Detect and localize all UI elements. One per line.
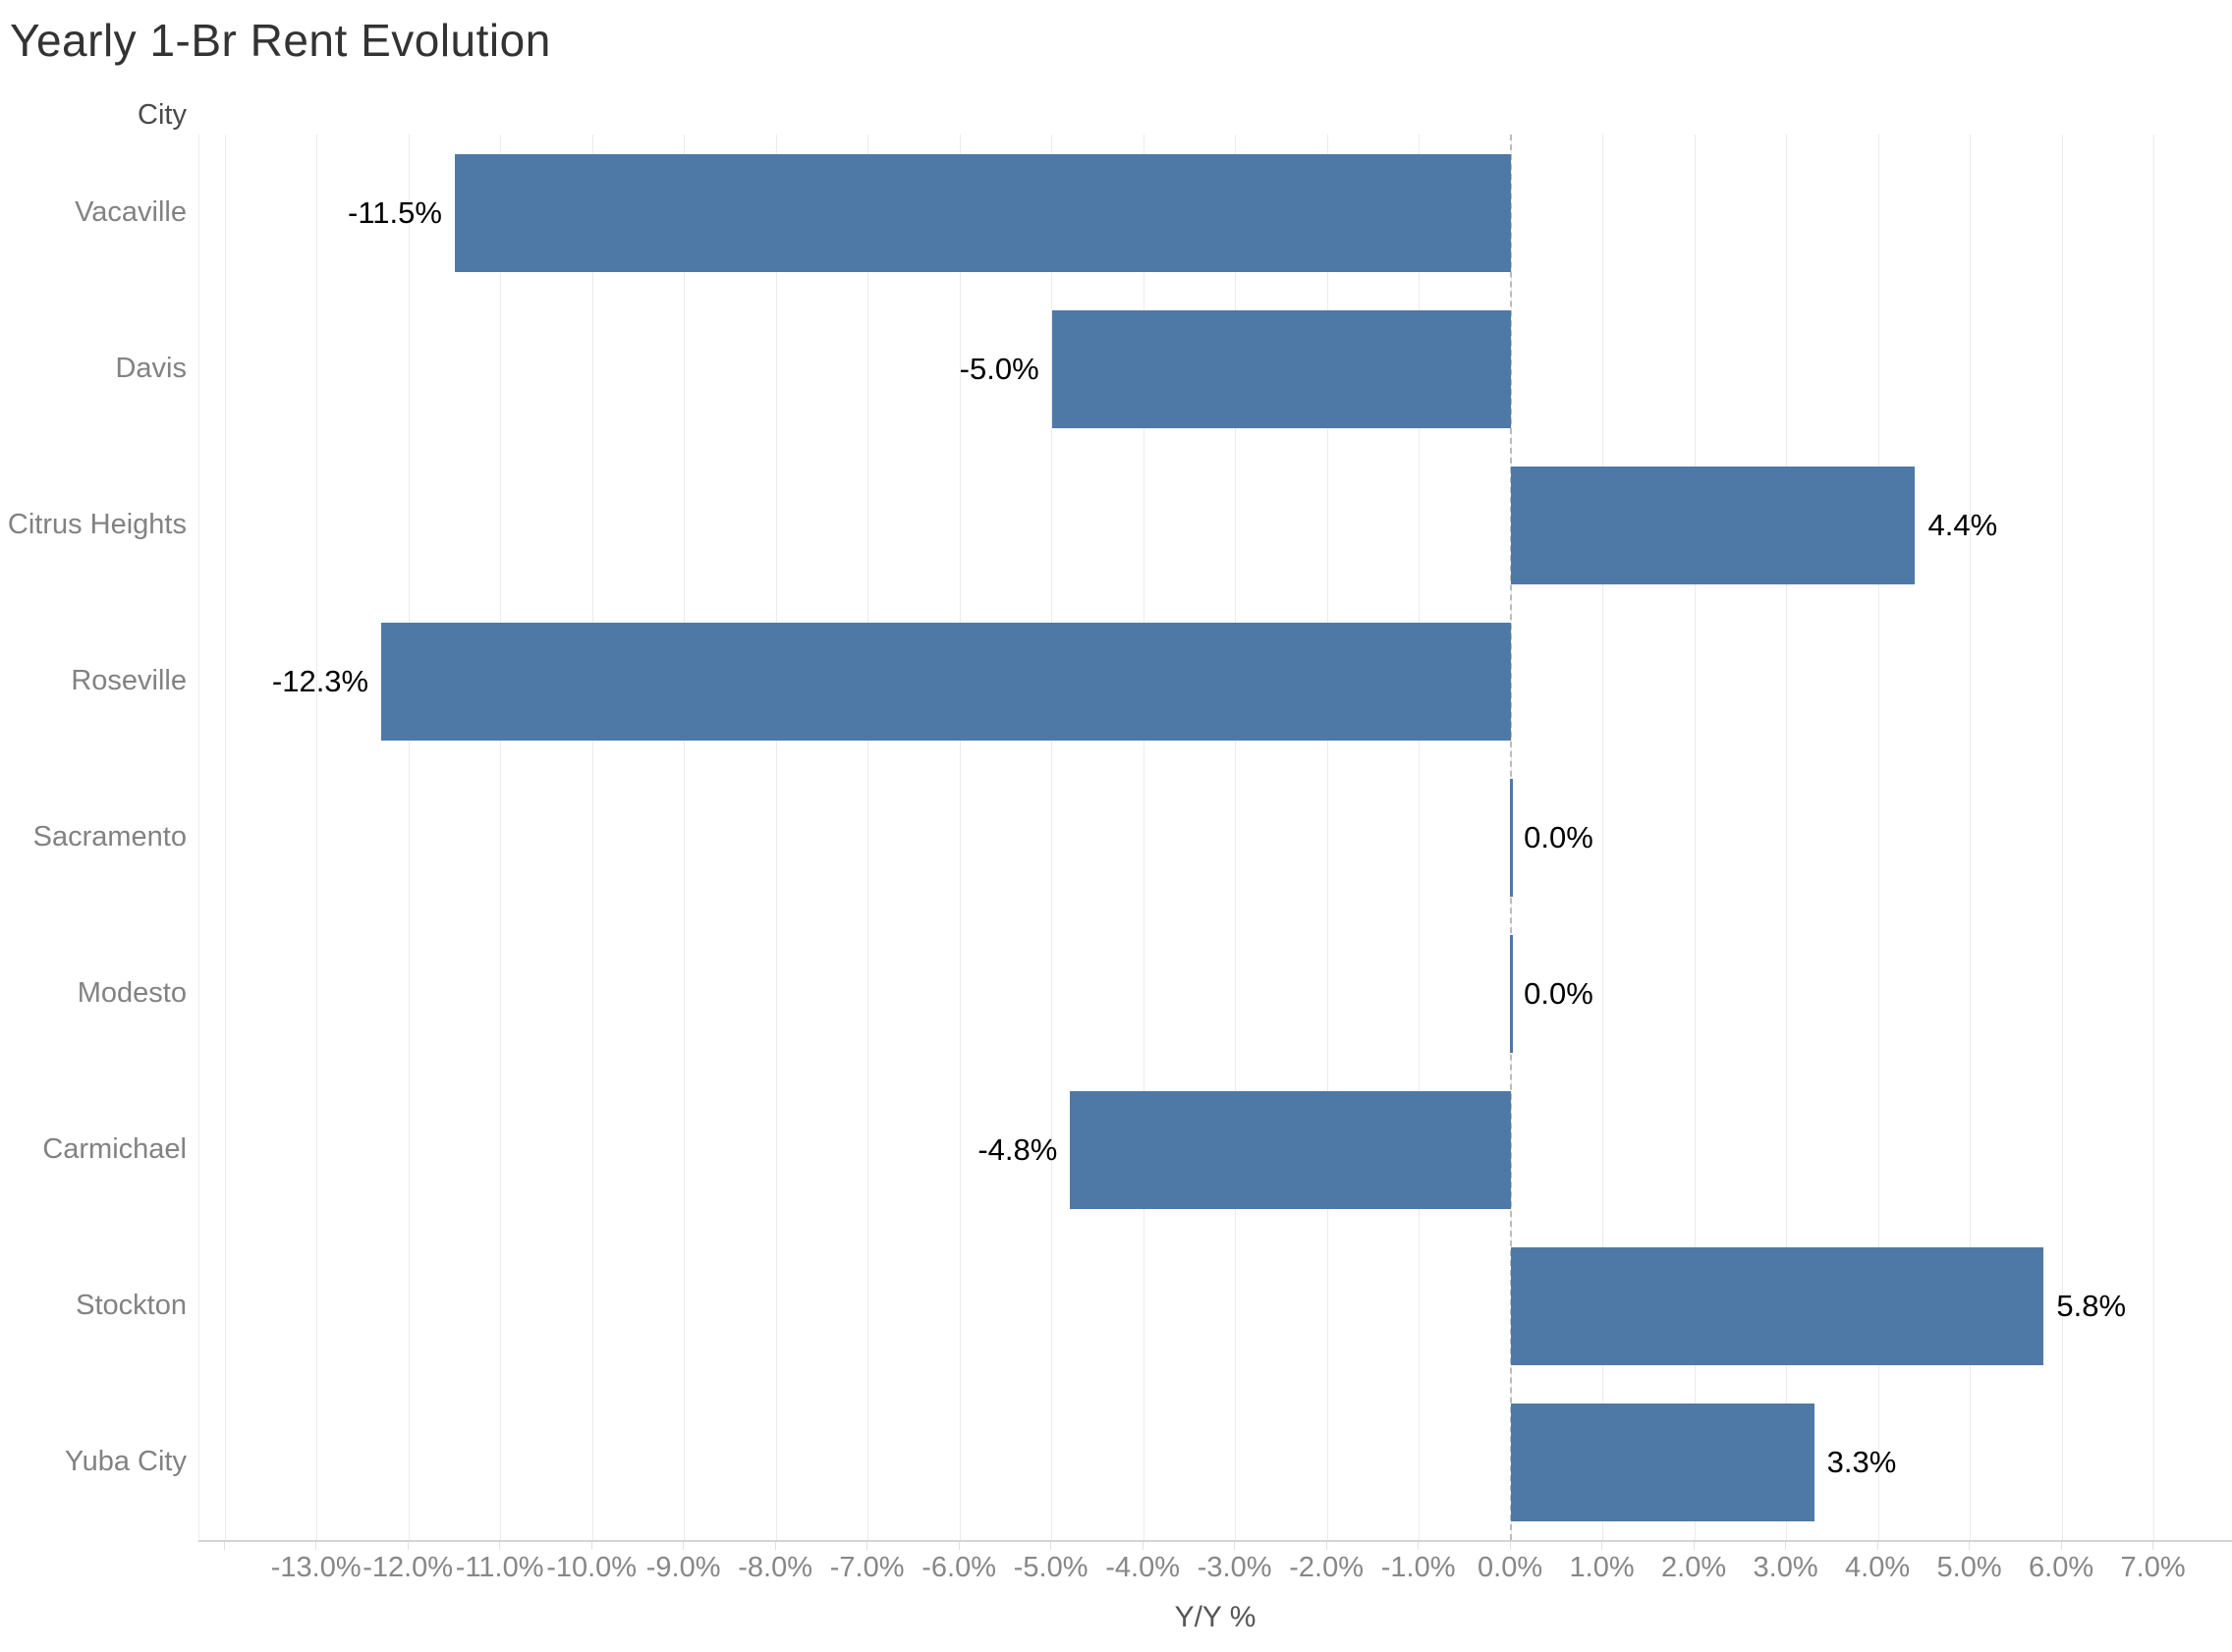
gridline	[1602, 135, 1604, 1540]
x-axis-tick	[1142, 1542, 1144, 1550]
x-axis-tick-label: -13.0%	[270, 1552, 362, 1583]
gridline	[1786, 135, 1788, 1540]
bar-vacaville[interactable]	[454, 153, 1512, 272]
bar-carmichael[interactable]	[1070, 1090, 1512, 1209]
x-axis-tick	[1876, 1542, 1878, 1550]
category-label-modesto: Modesto	[77, 977, 187, 1009]
x-axis-tick-label: -7.0%	[829, 1552, 905, 1583]
x-axis-tick	[1693, 1542, 1695, 1550]
x-axis-tick-label: -4.0%	[1105, 1552, 1180, 1583]
x-axis-tick-label: 2.0%	[1661, 1552, 1727, 1583]
chart-title: Yearly 1-Br Rent Evolution	[10, 15, 551, 66]
x-axis-tick-labels: -13.0% -12.0% -11.0% -10.0% -9.0% -8.0% -7.0% -…	[198, 1552, 2232, 1587]
category-label-sacramento: Sacramento	[32, 821, 187, 853]
category-label-roseville: Roseville	[71, 665, 187, 696]
x-axis-tick-label: -8.0%	[738, 1552, 813, 1583]
x-axis-tick	[774, 1542, 776, 1550]
category-axis-header: City	[138, 99, 187, 131]
x-axis-tick-label: 6.0%	[2029, 1552, 2094, 1583]
x-axis-tick	[1509, 1542, 1511, 1550]
x-axis-tick	[2152, 1542, 2154, 1550]
x-axis-tick	[1969, 1542, 1971, 1550]
x-axis-tick	[1050, 1542, 1052, 1550]
bar-value-label: 4.4%	[1927, 507, 1998, 542]
gridline	[1235, 135, 1237, 1540]
x-axis-tick-label: -9.0%	[645, 1552, 721, 1583]
x-axis-tick-label: -11.0%	[455, 1552, 544, 1583]
category-label-citrus-heights: Citrus Heights	[7, 509, 187, 540]
x-axis-tick	[1325, 1542, 1327, 1550]
bar-value-label: -11.5%	[348, 194, 442, 230]
x-axis	[198, 1540, 2232, 1552]
bar-value-label: 0.0%	[1524, 819, 1593, 854]
x-axis-tick	[2060, 1542, 2062, 1550]
bar-stockton[interactable]	[1511, 1246, 2044, 1365]
bar-value-label: 3.3%	[1826, 1444, 1897, 1479]
x-axis-tick	[315, 1542, 317, 1550]
x-axis-tick-label: 1.0%	[1569, 1552, 1635, 1583]
x-axis-tick	[407, 1542, 409, 1550]
x-axis-tick	[683, 1542, 685, 1550]
bar-value-label: 5.8%	[2056, 1288, 2127, 1323]
category-label-carmichael: Carmichael	[42, 1133, 187, 1165]
x-axis-tick-label: -10.0%	[546, 1552, 638, 1583]
gridline	[224, 135, 226, 1540]
bar-citrus-heights[interactable]	[1511, 466, 1916, 584]
gridline	[1877, 135, 1879, 1540]
x-axis-tick-label: -6.0%	[921, 1552, 997, 1583]
gridline	[2153, 135, 2155, 1540]
x-axis-tick-label: 7.0%	[2120, 1552, 2186, 1583]
gridline	[1694, 135, 1696, 1540]
x-axis-tick-label: -12.0%	[363, 1552, 454, 1583]
bar-davis[interactable]	[1051, 309, 1512, 428]
x-axis-tick	[1234, 1542, 1236, 1550]
gridline	[408, 135, 410, 1540]
bar-value-label: -5.0%	[959, 351, 1039, 386]
x-axis-tick	[499, 1542, 501, 1550]
bar-value-label: -4.8%	[977, 1131, 1058, 1167]
gridline	[500, 135, 502, 1540]
x-axis-tick	[223, 1542, 225, 1550]
x-axis-tick	[590, 1542, 592, 1550]
bar-value-label: 0.0%	[1524, 975, 1593, 1011]
gridline	[316, 135, 318, 1540]
x-axis-tick-label: -3.0%	[1197, 1552, 1272, 1583]
bar-sacramento[interactable]	[1509, 778, 1513, 897]
x-axis-tick-label: 4.0%	[1845, 1552, 1911, 1583]
gridline	[1970, 135, 1972, 1540]
category-label-vacaville: Vacaville	[75, 196, 187, 228]
x-axis-tick-label: 0.0%	[1478, 1552, 1543, 1583]
bar-value-label: -12.3%	[271, 663, 369, 698]
bar-yuba-city[interactable]	[1511, 1403, 1814, 1521]
x-axis-tick	[866, 1542, 868, 1550]
x-axis-tick-label: 3.0%	[1753, 1552, 1818, 1583]
x-axis-tick	[1418, 1542, 1420, 1550]
x-axis-tick-label: -5.0%	[1013, 1552, 1088, 1583]
category-label-stockton: Stockton	[76, 1290, 187, 1321]
gridline	[591, 135, 593, 1540]
plot-area: -11.5% -5.0% 4.4% -12.3% 0.0% 0.0% -4.8% 5.8% 3.…	[198, 135, 2232, 1540]
x-axis-tick	[958, 1542, 960, 1550]
gridline	[1326, 135, 1328, 1540]
x-axis-title: Y/Y %	[1174, 1601, 1256, 1633]
gridline	[959, 135, 961, 1540]
category-label-yuba-city: Yuba City	[64, 1446, 187, 1477]
category-labels: Vacaville Davis Citrus Heights Roseville Sac…	[0, 135, 193, 1540]
gridline	[1419, 135, 1421, 1540]
gridline	[684, 135, 686, 1540]
gridline	[867, 135, 869, 1540]
x-axis-tick	[1601, 1542, 1603, 1550]
x-axis-tick-label: 5.0%	[1936, 1552, 2002, 1583]
gridline	[2061, 135, 2063, 1540]
x-axis-tick-label: -2.0%	[1289, 1552, 1364, 1583]
x-axis-tick-label: -1.0%	[1380, 1552, 1456, 1583]
gridline	[775, 135, 777, 1540]
category-label-davis: Davis	[115, 353, 187, 384]
x-axis-tick	[1785, 1542, 1787, 1550]
bar-modesto[interactable]	[1509, 934, 1513, 1053]
gridline	[1051, 135, 1053, 1540]
bar-roseville[interactable]	[381, 622, 1512, 741]
